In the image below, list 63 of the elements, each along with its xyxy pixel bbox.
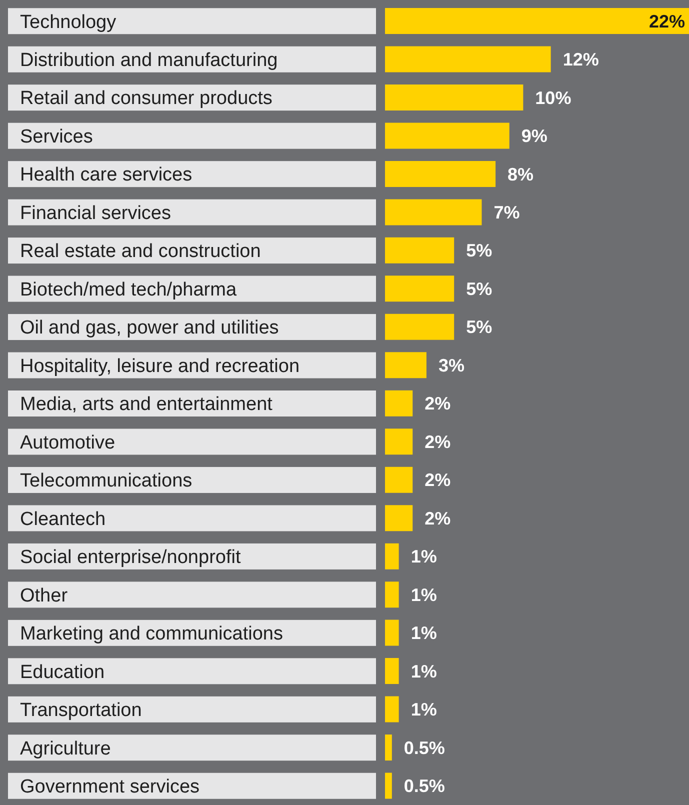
bar <box>385 582 399 608</box>
data-label: 2% <box>424 432 451 452</box>
bar <box>385 505 413 532</box>
data-label: 12% <box>562 50 599 70</box>
bar <box>385 390 413 416</box>
y-tick-label: Hospitality, leisure and recreation <box>20 356 300 377</box>
data-label: 1% <box>410 623 437 644</box>
bar <box>385 276 454 302</box>
y-tick-label: Biotech/med tech/pharma <box>20 279 237 300</box>
data-label: 5% <box>466 317 492 338</box>
data-label: 0.5% <box>404 738 445 758</box>
bar <box>385 84 524 110</box>
bar <box>385 314 454 340</box>
data-label: 10% <box>535 88 572 108</box>
bar <box>385 8 689 34</box>
bar <box>385 428 413 455</box>
data-label: 5% <box>466 278 492 299</box>
data-label: 1% <box>410 546 437 567</box>
data-label: 1% <box>410 584 437 605</box>
y-tick-label: Retail and consumer products <box>20 88 272 110</box>
y-tick-label: Automotive <box>20 432 116 454</box>
data-label: 2% <box>424 508 451 528</box>
y-tick-label: Marketing and communications <box>20 624 283 645</box>
data-label: 1% <box>410 661 437 682</box>
y-tick-label: Cleantech <box>20 508 106 530</box>
y-tick-label: Health care services <box>20 164 192 186</box>
y-tick-label: Technology <box>20 12 117 33</box>
data-label: 0.5% <box>404 776 445 796</box>
y-tick-label: Transportation <box>20 700 142 722</box>
bar <box>385 543 399 570</box>
data-label: 1% <box>410 700 437 720</box>
bar <box>385 237 454 264</box>
data-label: 2% <box>424 470 451 490</box>
data-label: 8% <box>508 164 534 184</box>
bar <box>385 772 392 799</box>
data-label: 22% <box>648 11 685 32</box>
bar <box>385 658 399 684</box>
bar <box>385 620 399 646</box>
y-tick-label: Services <box>20 126 93 148</box>
y-tick-label: Other <box>20 585 68 606</box>
y-tick-label: Agriculture <box>20 738 111 760</box>
y-tick-label: Financial services <box>20 202 171 224</box>
y-tick-label: Government services <box>20 776 200 798</box>
y-tick-label: Education <box>20 662 105 683</box>
bar <box>385 199 482 226</box>
bar <box>385 466 413 493</box>
data-label: 9% <box>521 126 548 146</box>
y-tick-label: Telecommunications <box>20 470 192 492</box>
data-label: 3% <box>438 355 464 376</box>
data-label: 7% <box>494 202 520 222</box>
data-label: 5% <box>466 240 492 261</box>
data-label: 2% <box>424 394 451 414</box>
y-tick-label: Media, arts and entertainment <box>20 394 274 416</box>
y-tick-label: Social enterprise/nonprofit <box>20 547 242 568</box>
y-tick-label: Distribution and manufacturing <box>20 50 278 72</box>
y-tick-label: Real estate and construction <box>20 241 261 262</box>
bar <box>385 122 510 149</box>
y-tick-label: Oil and gas, power and utilities <box>20 318 279 339</box>
bar <box>385 46 551 72</box>
bar <box>385 696 399 722</box>
bar <box>385 160 496 187</box>
bar <box>385 734 392 761</box>
bar <box>385 352 426 378</box>
